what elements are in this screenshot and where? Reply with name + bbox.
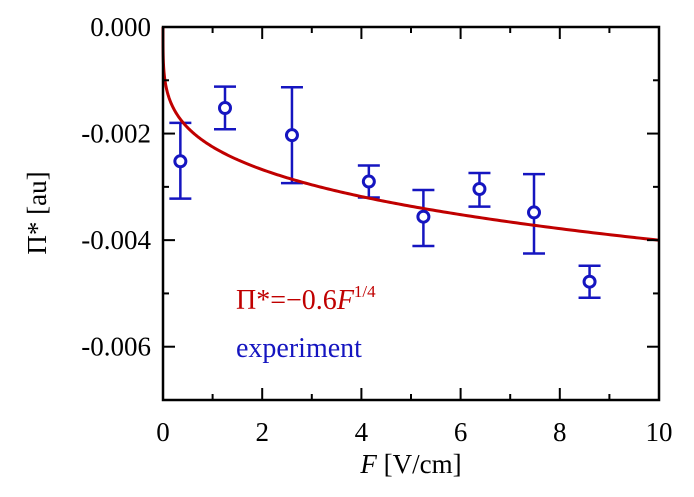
legend-fit-var: F xyxy=(336,285,355,316)
marker-layer xyxy=(173,100,597,289)
y-tick-label: -0.002 xyxy=(81,119,151,149)
errorbar-layer xyxy=(169,85,601,299)
data-point xyxy=(218,100,232,115)
x-tick-label: 8 xyxy=(553,417,567,447)
x-tick-label: 6 xyxy=(454,417,468,447)
legend-fit-exp: 1/4 xyxy=(354,282,376,301)
x-axis-title: F [V/cm] xyxy=(359,449,461,479)
y-axis-title: Π* [au] xyxy=(22,171,52,254)
data-point xyxy=(173,154,188,169)
legend: Π*=−0.6F1/4 experiment xyxy=(236,282,376,364)
x-ticks: 0 2 4 6 8 10 xyxy=(156,27,673,447)
legend-fit-prefix: Π*=−0.6 xyxy=(236,285,337,316)
x-tick-label: 10 xyxy=(646,417,673,447)
data-point xyxy=(361,174,376,189)
y-tick-label: 0.000 xyxy=(90,12,151,42)
x-tick-label: 0 xyxy=(156,417,170,447)
data-point xyxy=(472,181,487,196)
x-axis-title-unit: [V/cm] xyxy=(377,449,462,479)
data-point xyxy=(527,205,542,220)
legend-fit: Π*=−0.6F1/4 xyxy=(236,282,376,316)
legend-experiment: experiment xyxy=(236,333,362,364)
y-tick-label: -0.006 xyxy=(81,332,151,362)
data-point xyxy=(416,209,431,224)
x-tick-label: 4 xyxy=(355,417,369,447)
svg-text:F [V/cm]: F [V/cm] xyxy=(359,449,461,479)
y-ticks: 0.000 -0.002 -0.004 -0.006 xyxy=(81,12,659,401)
fit-curve xyxy=(161,27,660,242)
data-point xyxy=(582,274,597,289)
y-tick-label: -0.004 xyxy=(81,225,151,255)
x-tick-label: 2 xyxy=(255,417,269,447)
x-axis-title-var: F xyxy=(359,449,377,479)
data-point xyxy=(284,128,299,143)
